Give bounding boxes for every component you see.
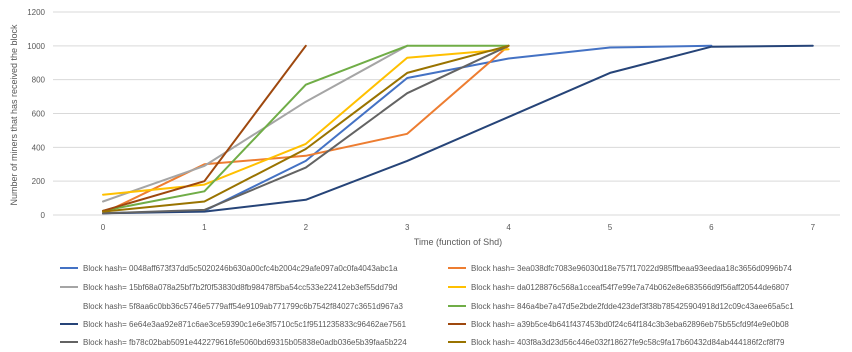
legend-label: Block hash= 0048aff673f37dd5c5020246b630… [83,264,398,273]
x-axis-title: Time (function of Shd) [414,237,502,247]
legend-label: Block hash= da0128876c568a1cceaf54f7e99e… [471,283,790,292]
legend-item-4: Block hash= da0128876c568a1cceaf54f7e99e… [448,283,790,292]
legend-label: Block hash= 846a4be7a47d5e2bde2fdde423de… [471,302,794,311]
x-tick-label: 3 [405,223,410,232]
y-tick-label: 1200 [27,8,45,17]
series-line-2 [102,44,510,215]
y-axis-title: Number of miners that has received the b… [9,24,19,206]
series-line-6 [102,44,510,212]
y-tick-label: 600 [32,110,46,119]
legend: Block hash= 0048aff673f37dd5c5020246b630… [60,264,794,347]
legend-item-6: Block hash= 846a4be7a47d5e2bde2fdde423de… [448,302,794,311]
series-line-9 [102,44,510,215]
series-lines [102,44,814,215]
legend-item-7: Block hash= 6e64e3aa92e871c6ae3ce59390c1… [60,320,407,329]
legend-item-3: Block hash= 15bf68a078a25bf7b2f0f53830d8… [60,283,397,292]
gridlines [53,11,840,216]
y-tick-label: 400 [32,143,46,152]
y-tick-label: 0 [41,211,46,220]
x-axis-ticks: 0 1 2 3 4 5 6 7 [101,223,816,232]
y-tick-label: 200 [32,177,46,186]
series-line-7 [102,44,814,215]
x-tick-label: 2 [304,223,309,232]
x-tick-label: 0 [101,223,106,232]
series-line-3 [102,44,409,203]
legend-item-5: Block hash= 5f8aa6c0bb36c5746e5779aff54e… [83,302,403,311]
series-line-10 [102,44,510,213]
x-tick-label: 7 [811,223,816,232]
x-tick-label: 1 [202,223,207,232]
x-tick-label: 5 [608,223,613,232]
legend-item-8: Block hash= a39b5ce4b641f437453bd0f24c64… [448,320,789,329]
legend-label: Block hash= a39b5ce4b641f437453bd0f24c64… [471,320,789,329]
legend-label: Block hash= fb78c02bab5091e442279616fe50… [83,338,407,347]
legend-label: Block hash= 6e64e3aa92e871c6ae3ce59390c1… [83,320,407,329]
legend-item-10: Block hash= 403f8a3d23d56c446e032f18627f… [448,338,785,347]
legend-label: Block hash= 5f8aa6c0bb36c5746e5779aff54e… [83,302,403,311]
x-tick-label: 4 [506,223,511,232]
y-tick-label: 800 [32,76,46,85]
legend-label: Block hash= 3ea038dfc7083e96030d18e757f1… [471,264,792,273]
series-line-8 [102,44,307,212]
x-tick-label: 6 [709,223,714,232]
y-tick-label: 1000 [27,42,45,51]
legend-item-2: Block hash= 3ea038dfc7083e96030d18e757f1… [448,264,792,273]
y-axis-ticks: 0 200 400 600 800 1000 1200 [27,8,45,220]
legend-item-1: Block hash= 0048aff673f37dd5c5020246b630… [60,264,398,273]
legend-label: Block hash= 403f8a3d23d56c446e032f18627f… [471,338,785,347]
series-line-4 [102,48,510,196]
legend-label: Block hash= 15bf68a078a25bf7b2f0f53830d8… [83,283,397,292]
legend-item-9: Block hash= fb78c02bab5091e442279616fe50… [60,338,407,347]
